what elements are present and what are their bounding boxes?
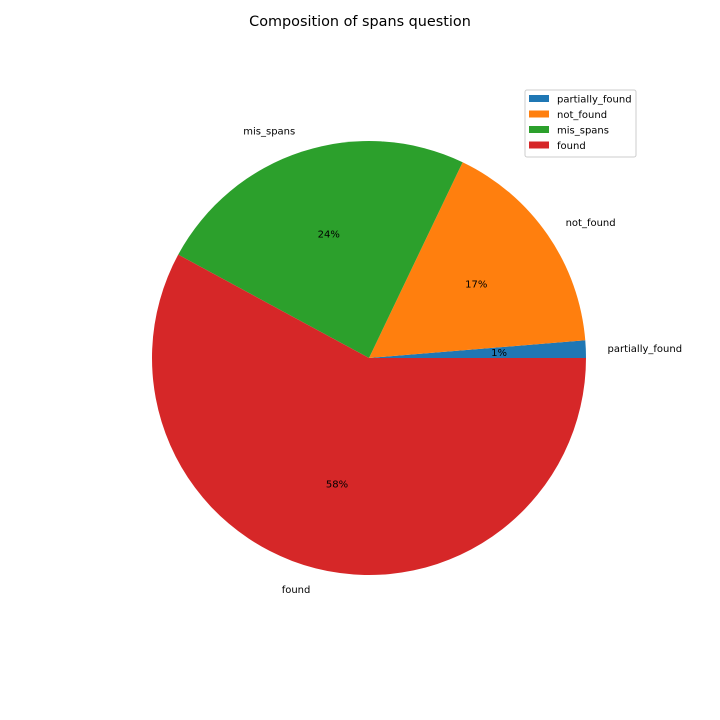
pie-slice-mis-spans	[178, 140, 463, 358]
pie-outer-label-mis-spans: mis_spans	[243, 126, 295, 137]
legend-frame	[524, 89, 637, 158]
pie-pct-label-not-found: 17%	[465, 280, 487, 291]
pie-slice-found	[152, 254, 586, 575]
pie-slice-not-found	[369, 162, 586, 358]
pie-pct-label-found: 58%	[326, 480, 348, 491]
legend-label-not-found: not_found	[557, 110, 607, 121]
pie-slice-partially-found	[369, 340, 586, 358]
legend-label-partially-found: partially_found	[557, 95, 632, 106]
pie-pct-label-mis-spans: 24%	[318, 230, 340, 241]
pie-pct-label-partially-found: 1%	[491, 348, 507, 359]
pie-outer-label-not-found: not_found	[566, 218, 616, 229]
legend-label-found: found	[557, 141, 586, 152]
legend-swatch-found	[529, 141, 549, 149]
pie-outer-label-found: found	[282, 585, 311, 596]
pie-slices	[152, 140, 586, 575]
chart-title: Composition of spans question	[249, 14, 471, 30]
legend-swatch-partially-found	[529, 95, 549, 102]
legend-label-mis-spans: mis_spans	[557, 126, 609, 137]
pie-outer-label-partially-found: partially_found	[608, 344, 683, 355]
pie-labels: 1% partially_found 17% not_found 24% mis_span…	[243, 126, 682, 595]
legend-swatch-not-found	[529, 110, 549, 118]
legend-swatch-mis-spans	[529, 126, 549, 133]
